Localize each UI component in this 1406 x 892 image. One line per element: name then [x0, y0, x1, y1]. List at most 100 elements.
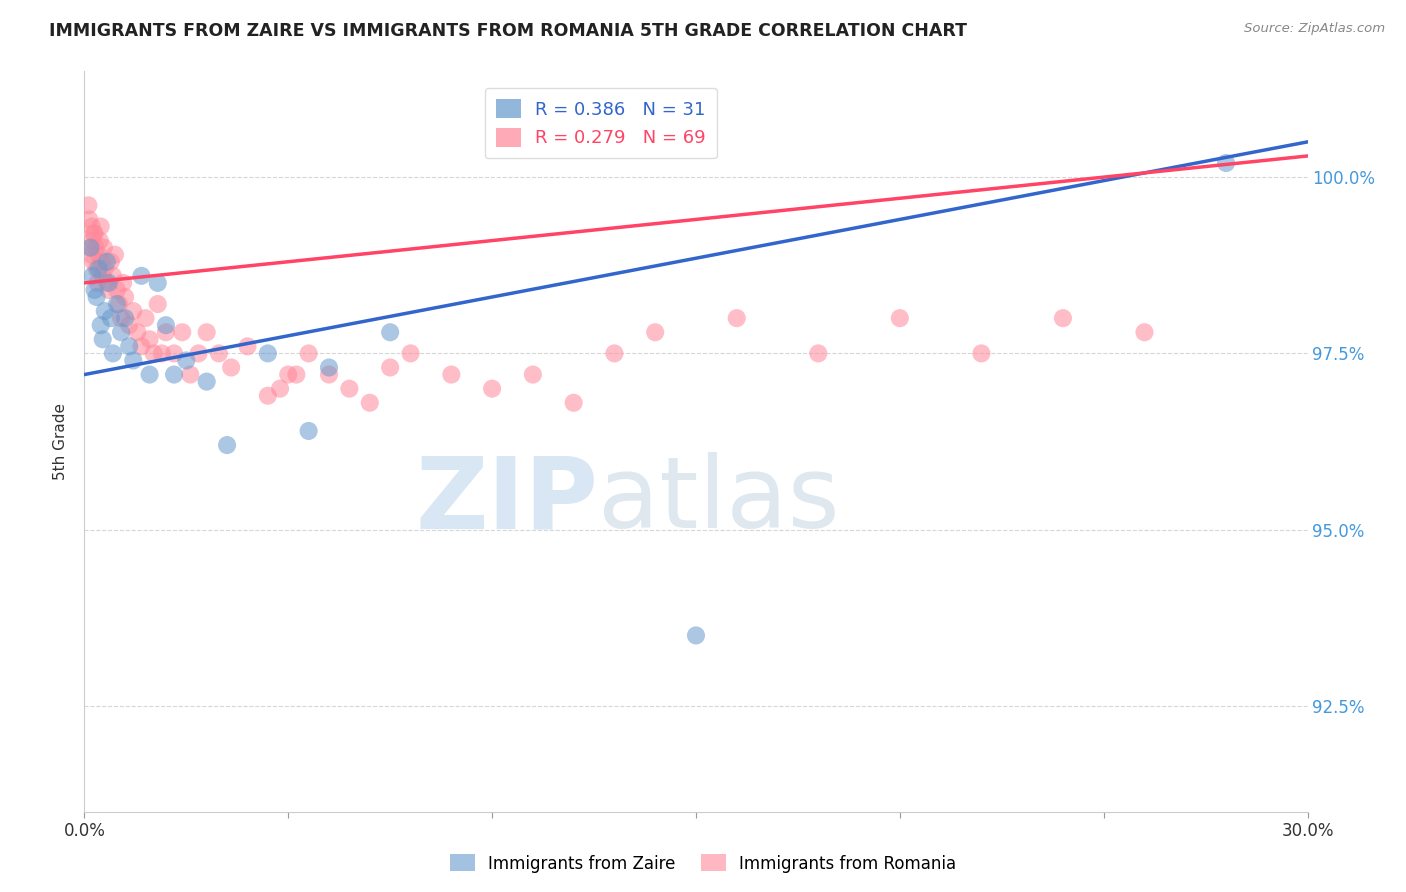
Point — [298, 346, 321, 360]
Point — [110, 311, 132, 326]
Point — [83, 227, 105, 241]
Point — [84, 241, 107, 255]
Point — [118, 339, 141, 353]
Point — [138, 368, 160, 382]
Point — [236, 339, 259, 353]
Point — [187, 346, 209, 360]
Y-axis label: 5th Grade: 5th Grade — [53, 403, 69, 480]
Point — [285, 368, 308, 382]
Point — [77, 212, 100, 227]
Point — [96, 254, 118, 268]
Point — [138, 332, 160, 346]
Point — [359, 396, 381, 410]
Point — [93, 261, 115, 276]
Point — [970, 346, 993, 360]
Point — [97, 276, 120, 290]
Point — [163, 368, 186, 382]
Point — [93, 304, 115, 318]
Point — [269, 382, 291, 396]
Point — [97, 283, 120, 297]
Point — [89, 234, 111, 248]
Point — [179, 368, 201, 382]
Point — [146, 276, 169, 290]
Point — [91, 332, 114, 346]
Point — [172, 325, 194, 339]
Text: IMMIGRANTS FROM ZAIRE VS IMMIGRANTS FROM ROMANIA 5TH GRADE CORRELATION CHART: IMMIGRANTS FROM ZAIRE VS IMMIGRANTS FROM… — [49, 22, 967, 40]
Point — [1133, 325, 1156, 339]
Point — [118, 318, 141, 333]
Point — [1215, 156, 1237, 170]
Point — [105, 297, 128, 311]
Point — [685, 628, 707, 642]
Point — [105, 283, 128, 297]
Point — [163, 346, 186, 360]
Point — [82, 268, 104, 283]
Point — [257, 346, 280, 360]
Point — [644, 325, 666, 339]
Point — [96, 276, 118, 290]
Point — [174, 353, 197, 368]
Legend: Immigrants from Zaire, Immigrants from Romania: Immigrants from Zaire, Immigrants from R… — [443, 847, 963, 880]
Point — [603, 346, 626, 360]
Point — [131, 268, 153, 283]
Text: Source: ZipAtlas.com: Source: ZipAtlas.com — [1244, 22, 1385, 36]
Point — [114, 290, 136, 304]
Point — [101, 268, 124, 283]
Point — [131, 339, 153, 353]
Point — [104, 248, 127, 262]
Point — [135, 311, 157, 326]
Point — [101, 346, 124, 360]
Point — [82, 254, 104, 268]
Point — [90, 219, 112, 234]
Point — [807, 346, 830, 360]
Point — [87, 248, 110, 262]
Point — [195, 325, 218, 339]
Point — [91, 268, 114, 283]
Point — [127, 325, 149, 339]
Point — [90, 318, 112, 333]
Point — [339, 382, 361, 396]
Point — [79, 241, 101, 255]
Point — [114, 311, 136, 326]
Point — [399, 346, 422, 360]
Point — [100, 311, 122, 326]
Point — [80, 219, 103, 234]
Legend: R = 0.386   N = 31, R = 0.279   N = 69: R = 0.386 N = 31, R = 0.279 N = 69 — [485, 87, 717, 158]
Point — [1052, 311, 1074, 326]
Point — [318, 368, 340, 382]
Point — [155, 325, 177, 339]
Point — [298, 424, 321, 438]
Point — [146, 297, 169, 311]
Point — [481, 382, 503, 396]
Point — [155, 318, 177, 333]
Point — [110, 325, 132, 339]
Point — [150, 346, 173, 360]
Point — [87, 261, 110, 276]
Text: atlas: atlas — [598, 452, 839, 549]
Text: ZIP: ZIP — [415, 452, 598, 549]
Point — [100, 254, 122, 268]
Point — [112, 276, 135, 290]
Point — [440, 368, 463, 382]
Point — [83, 227, 105, 241]
Point — [889, 311, 911, 326]
Point — [562, 396, 585, 410]
Point — [86, 290, 108, 304]
Point — [90, 254, 112, 268]
Point — [380, 360, 402, 375]
Point — [217, 438, 239, 452]
Point — [82, 234, 104, 248]
Point — [522, 368, 544, 382]
Point — [86, 261, 108, 276]
Point — [208, 346, 231, 360]
Point — [380, 325, 402, 339]
Point — [122, 353, 145, 368]
Point — [122, 304, 145, 318]
Point — [77, 198, 100, 212]
Point — [277, 368, 299, 382]
Point — [93, 241, 115, 255]
Point — [195, 375, 218, 389]
Point — [108, 297, 131, 311]
Point — [725, 311, 748, 326]
Point — [80, 248, 103, 262]
